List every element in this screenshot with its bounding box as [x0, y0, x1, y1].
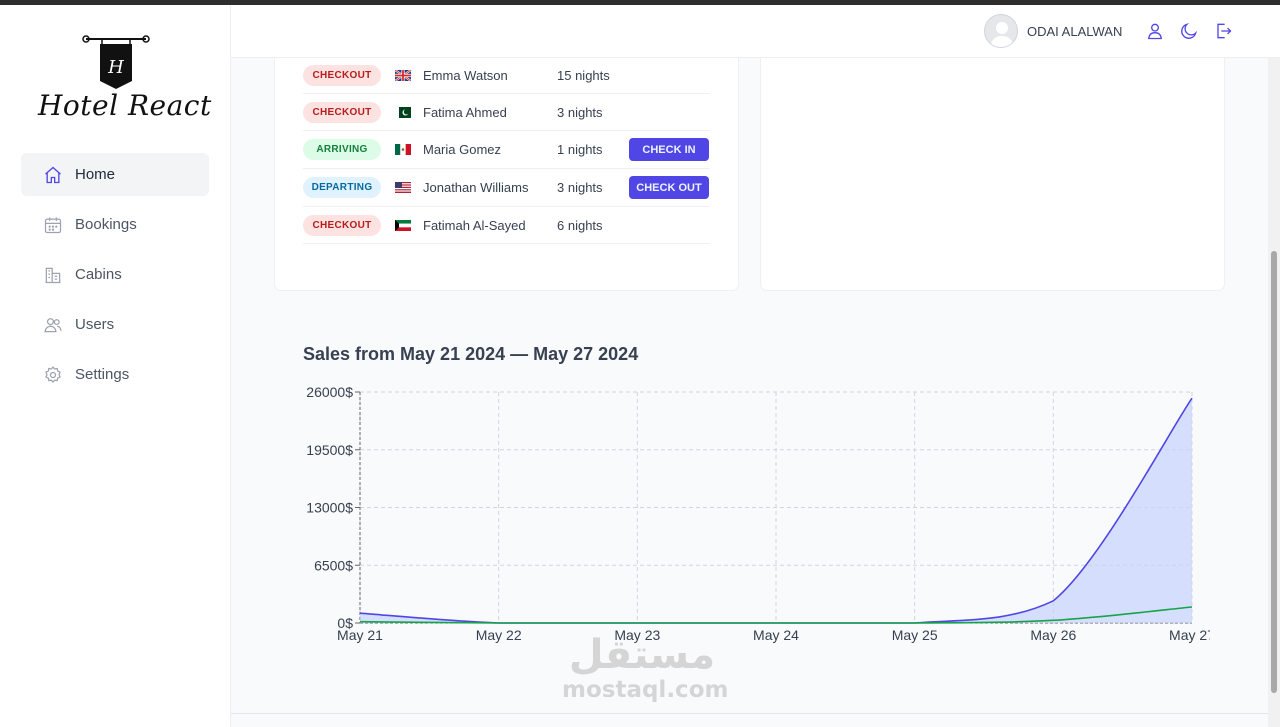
- status-badge: CHECKOUT: [303, 64, 381, 86]
- scrollbar[interactable]: [1268, 58, 1280, 727]
- nights-count: 15 nights: [557, 67, 610, 83]
- logout-icon[interactable]: [1213, 21, 1233, 41]
- sidebar-item-label: Bookings: [75, 216, 137, 233]
- guest-name: Fatima Ahmed: [423, 104, 507, 120]
- users-icon: [44, 317, 62, 332]
- avatar[interactable]: [984, 14, 1018, 48]
- nights-count: 6 nights: [557, 217, 603, 233]
- x-tick-label: May 25: [892, 627, 938, 643]
- sales-chart-title: Sales from May 21 2024 — May 27 2024: [303, 344, 639, 364]
- sidebar-item-label: Users: [75, 316, 115, 333]
- x-tick-label: May 24: [753, 627, 799, 643]
- y-tick-label: 26000$: [306, 384, 353, 400]
- gear-icon: [45, 365, 61, 383]
- kw-flag-icon: [395, 219, 411, 231]
- sidebar-item-bookings[interactable]: Bookings: [21, 203, 209, 246]
- sidebar: H Hotel React Home Bookings Cabins Users…: [0, 5, 231, 727]
- svg-text:H: H: [107, 57, 124, 78]
- sidebar-nav: Home Bookings Cabins Users Settings: [21, 153, 209, 403]
- hanging-sign-icon: H: [82, 35, 150, 89]
- x-tick-label: May 27: [1169, 627, 1210, 643]
- status-badge: CHECKOUT: [303, 101, 381, 123]
- watermark-arabic: مستقل: [568, 632, 716, 678]
- top-header: ODAI ALALWAN: [231, 5, 1280, 58]
- user-icon[interactable]: [1145, 21, 1165, 41]
- status-badge: ARRIVING: [303, 139, 381, 160]
- pk-flag-icon: [395, 106, 411, 118]
- sidebar-item-users[interactable]: Users: [21, 303, 209, 346]
- sidebar-item-cabins[interactable]: Cabins: [21, 253, 209, 296]
- y-tick-label: 6500$: [314, 557, 353, 573]
- nights-count: 1 nights: [557, 142, 603, 157]
- bottom-divider: [231, 713, 1268, 714]
- default-avatar-icon: [990, 22, 1014, 47]
- activity-row: CHECKOUT Fatima Ahmed 3 nights: [303, 94, 710, 131]
- y-tick-label: 19500$: [306, 442, 353, 458]
- sidebar-item-label: Home: [75, 166, 116, 183]
- window-top-bar: [0, 0, 1280, 5]
- status-badge: CHECKOUT: [303, 214, 381, 236]
- stay-duration-card: [760, 20, 1225, 291]
- calendar-icon: [44, 217, 62, 233]
- sidebar-item-settings[interactable]: Settings: [21, 353, 209, 396]
- x-tick-label: May 21: [337, 627, 383, 643]
- x-tick-label: May 22: [476, 627, 522, 643]
- activity-row: CHECKOUT Fatimah Al-Sayed 6 nights: [303, 207, 710, 244]
- check-in-button[interactable]: CHECK IN: [629, 138, 709, 161]
- status-badge: DEPARTING: [303, 177, 381, 198]
- total-sales-area: [360, 398, 1192, 623]
- home-icon: [45, 166, 61, 183]
- sidebar-item-label: Settings: [75, 366, 130, 383]
- nights-count: 3 nights: [557, 104, 603, 120]
- sidebar-item-label: Cabins: [75, 266, 122, 283]
- activity-row: DEPARTING Jonathan Williams 3 nights CHE…: [303, 169, 710, 207]
- logo-text: Hotel React: [38, 89, 212, 122]
- extras-sales-line: [359, 606, 1193, 624]
- hotel-logo: H Hotel React: [34, 31, 211, 131]
- guest-name: Fatimah Al-Sayed: [423, 217, 526, 233]
- x-tick-label: May 23: [614, 627, 660, 643]
- guest-name: Jonathan Williams: [423, 180, 529, 195]
- sidebar-item-home[interactable]: Home: [21, 153, 209, 196]
- guest-name: Maria Gomez: [423, 142, 502, 157]
- building-icon: [45, 267, 61, 283]
- activity-row: ARRIVING Maria Gomez 1 nights CHECK IN: [303, 131, 710, 169]
- y-tick-label: 13000$: [306, 500, 353, 516]
- y-tick-label: 0$: [337, 615, 353, 631]
- sales-chart: 0$ 6500$ 13000$ 19500$ 26000$ May 21 May 22 May…: [306, 384, 1210, 643]
- x-tick-label: May 26: [1030, 627, 1076, 643]
- guest-name: Emma Watson: [423, 67, 508, 83]
- us-flag-icon: [395, 182, 411, 193]
- gb-flag-icon: [395, 69, 411, 81]
- watermark: مستقل mostaql.com: [562, 632, 729, 703]
- mx-flag-icon: [395, 144, 411, 155]
- activity-row: CHECKOUT Emma Watson 15 nights: [303, 57, 710, 94]
- watermark-latin: mostaql.com: [562, 677, 729, 703]
- nights-count: 3 nights: [557, 180, 603, 195]
- user-name: ODAI ALALWAN: [1027, 24, 1123, 39]
- check-out-button[interactable]: CHECK OUT: [629, 176, 709, 199]
- moon-icon[interactable]: [1179, 21, 1199, 41]
- scrollbar-thumb[interactable]: [1271, 251, 1277, 693]
